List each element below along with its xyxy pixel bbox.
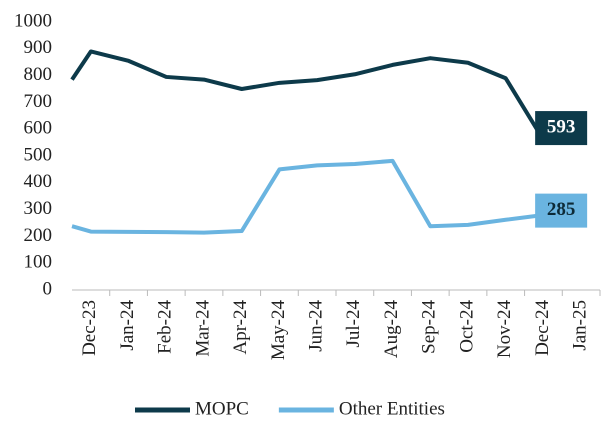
x-tick-label: Mar-24 — [192, 300, 213, 357]
x-tick-label: Feb-24 — [155, 300, 176, 354]
y-tick-label: 700 — [24, 91, 53, 112]
y-tick-label: 100 — [24, 252, 53, 273]
x-tick-label: Sep-24 — [419, 300, 440, 354]
x-tick-label: Apr-24 — [230, 300, 251, 355]
y-tick-label: 400 — [24, 171, 53, 192]
x-tick-label: Nov-24 — [494, 300, 515, 359]
legend-label: Other Entities — [339, 398, 445, 419]
y-tick-label: 1000 — [14, 10, 52, 31]
y-tick-label: 500 — [24, 144, 53, 165]
value-label: 285 — [547, 199, 576, 220]
x-tick-label: Jan-24 — [117, 300, 138, 351]
y-tick-label: 600 — [24, 118, 53, 139]
x-tick-label: Dec-24 — [532, 300, 553, 356]
x-tick-label: Jun-24 — [306, 300, 327, 352]
x-tick-label: Jan-25 — [570, 300, 591, 351]
x-tick-label: Jul-24 — [343, 300, 364, 348]
x-tick-label: Aug-24 — [381, 300, 402, 359]
value-label-box — [535, 111, 588, 146]
y-tick-label: 300 — [24, 198, 53, 219]
series-line — [71, 158, 582, 235]
x-tick-label: May-24 — [268, 300, 289, 361]
legend-label: MOPC — [195, 398, 249, 419]
y-tick-label: 0 — [43, 278, 53, 299]
x-tick-label: Oct-24 — [456, 300, 477, 353]
series-line — [70, 49, 582, 142]
value-label: 593 — [547, 116, 576, 137]
y-tick-label: 800 — [24, 64, 53, 85]
y-tick-label: 900 — [24, 37, 53, 58]
value-label-box — [535, 193, 588, 228]
y-tick-label: 200 — [24, 225, 53, 246]
x-tick-label: Dec-23 — [79, 300, 100, 356]
